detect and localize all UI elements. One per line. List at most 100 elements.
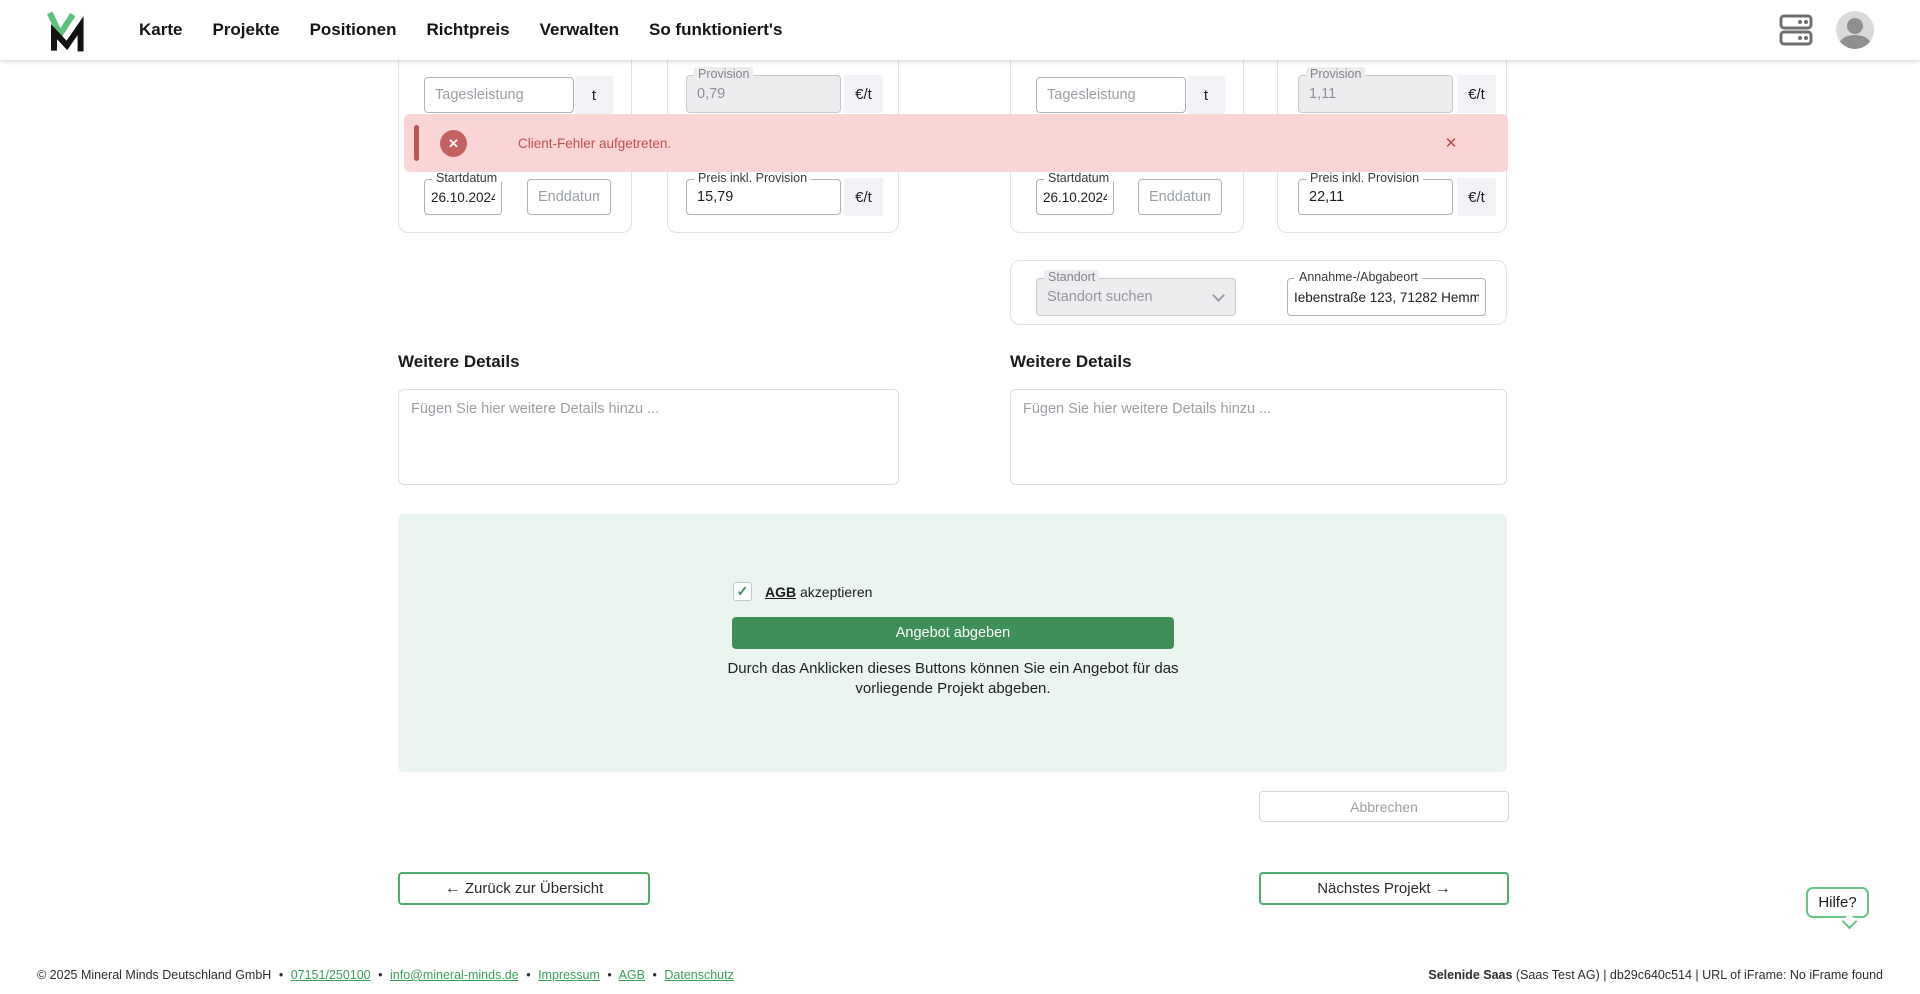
project1-preis-field[interactable]: Preis inkl. Provision bbox=[686, 171, 841, 215]
project1-provision-label: Provision bbox=[694, 67, 754, 81]
footer-app-info: (Saas Test AG) | db29c640c514 | URL of i… bbox=[1512, 968, 1883, 982]
abgabeort-label: Annahme-/Abgabeort bbox=[1295, 270, 1422, 284]
main-nav: Karte Projekte Positionen Richtpreis Ver… bbox=[139, 0, 782, 60]
next-button-label: Nächstes Projekt bbox=[1317, 879, 1431, 897]
nav-item-projekte[interactable]: Projekte bbox=[212, 20, 280, 39]
agb-label: AGB akzeptieren bbox=[765, 584, 872, 600]
footer-link-phone[interactable]: 07151/250100 bbox=[290, 968, 371, 982]
nav-item-karte[interactable]: Karte bbox=[139, 20, 183, 39]
server-stack-icon[interactable] bbox=[1779, 14, 1813, 46]
mineral-minds-logo-icon[interactable] bbox=[42, 6, 90, 54]
project1-startdatum-label: Startdatum bbox=[432, 171, 502, 185]
project2-location-card: Standort Standort suchen Annahme-/Abgabe… bbox=[1010, 260, 1507, 325]
project1-tagesleistung-unit: t bbox=[575, 76, 613, 114]
project1-startdatum-field[interactable]: Startdatum bbox=[424, 171, 502, 215]
avatar-head bbox=[1847, 18, 1863, 34]
agb-label-suffix: akzeptieren bbox=[796, 583, 873, 600]
project2-provision-field: Provision bbox=[1298, 67, 1453, 113]
project2-tagesleistung-unit: t bbox=[1187, 76, 1225, 114]
project1-tagesleistung-field[interactable] bbox=[424, 77, 574, 113]
standort-label: Standort bbox=[1044, 270, 1100, 284]
hilfe-bubble-tail bbox=[1841, 913, 1858, 930]
footer-separator: • bbox=[278, 968, 284, 982]
project2-provision-input bbox=[1299, 76, 1452, 112]
project2-preis-input[interactable] bbox=[1299, 180, 1452, 214]
footer-separator: • bbox=[652, 968, 657, 982]
project1-tagesleistung-input[interactable] bbox=[425, 78, 573, 112]
project1-provision-unit: €/t bbox=[844, 75, 883, 113]
project2-startdatum-input[interactable] bbox=[1037, 180, 1113, 214]
offer-description: Durch das Anklicken dieses Buttons könne… bbox=[702, 659, 1204, 699]
abbrechen-button[interactable]: Abbrechen bbox=[1259, 791, 1509, 822]
project2-provision-label: Provision bbox=[1306, 67, 1366, 81]
naechstes-projekt-button[interactable]: Nächstes Projekt → bbox=[1259, 872, 1509, 905]
hilfe-button-label: Hilfe? bbox=[1818, 894, 1857, 911]
project2-startdatum-label: Startdatum bbox=[1044, 171, 1114, 185]
agb-link[interactable]: AGB bbox=[765, 583, 797, 600]
project1-enddatum-field[interactable] bbox=[527, 179, 611, 215]
alert-accent-bar bbox=[414, 125, 419, 161]
footer-link-agb[interactable]: AGB bbox=[618, 968, 645, 982]
project1-preis-label: Preis inkl. Provision bbox=[694, 171, 812, 185]
footer-separator: • bbox=[607, 968, 612, 982]
project1-provision-input bbox=[687, 76, 840, 112]
avatar-body bbox=[1839, 35, 1871, 49]
angebot-abgeben-button[interactable]: Angebot abgeben bbox=[732, 617, 1174, 649]
arrow-left-icon: ← bbox=[444, 879, 461, 897]
app-header: Karte Projekte Positionen Richtpreis Ver… bbox=[0, 0, 1920, 60]
footer-copyright: © 2025 Mineral Minds Deutschland GmbH bbox=[37, 968, 272, 982]
nav-item-so-funktionierts[interactable]: So funktioniert's bbox=[648, 20, 783, 39]
error-alert-banner: ✕ Client-Fehler aufgetreten. ✕ bbox=[404, 114, 1508, 172]
project1-startdatum-input[interactable] bbox=[425, 180, 501, 214]
project2-details-heading: Weitere Details bbox=[1010, 352, 1132, 371]
close-icon[interactable]: ✕ bbox=[1444, 135, 1458, 152]
standort-placeholder: Standort suchen bbox=[1047, 289, 1153, 305]
footer-link-impressum[interactable]: Impressum bbox=[538, 968, 600, 982]
footer-right: Selenide Saas (Saas Test AG) | db29c640c… bbox=[1428, 968, 1883, 982]
arrow-right-icon: → bbox=[1434, 879, 1451, 897]
offer-panel: ✓ AGB akzeptieren Angebot abgeben Durch … bbox=[398, 514, 1507, 772]
offer-description-line1: Durch das Anklicken dieses Buttons könne… bbox=[727, 660, 1179, 677]
project1-details-heading: Weitere Details bbox=[398, 352, 520, 371]
page-footer: © 2025 Mineral Minds Deutschland GmbH • … bbox=[0, 960, 1920, 994]
project2-enddatum-input[interactable] bbox=[1139, 180, 1221, 214]
project1-provision-field: Provision bbox=[686, 67, 841, 113]
error-icon: ✕ bbox=[440, 130, 467, 157]
agb-row: ✓ AGB akzeptieren bbox=[733, 582, 872, 601]
footer-link-email[interactable]: info@mineral-minds.de bbox=[390, 968, 519, 982]
footer-left: © 2025 Mineral Minds Deutschland GmbH • … bbox=[37, 968, 734, 982]
project1-preis-input[interactable] bbox=[687, 180, 840, 214]
nav-item-richtpreis[interactable]: Richtpreis bbox=[426, 20, 510, 39]
abgabeort-input[interactable] bbox=[1288, 279, 1485, 315]
project1-details-textarea[interactable] bbox=[398, 389, 899, 485]
user-avatar-icon[interactable] bbox=[1836, 11, 1874, 49]
project2-preis-unit: €/t bbox=[1457, 178, 1496, 216]
alert-message: Client-Fehler aufgetreten. bbox=[518, 135, 672, 151]
offer-description-line2: vorliegende Projekt abgeben. bbox=[855, 680, 1051, 697]
project2-preis-field[interactable]: Preis inkl. Provision bbox=[1298, 171, 1453, 215]
standort-select: Standort Standort suchen bbox=[1036, 270, 1236, 316]
check-icon: ✓ bbox=[736, 583, 749, 599]
project2-details-textarea[interactable] bbox=[1010, 389, 1507, 485]
project2-tagesleistung-input[interactable] bbox=[1037, 78, 1185, 112]
project2-enddatum-field[interactable] bbox=[1138, 179, 1222, 215]
footer-separator: • bbox=[526, 968, 531, 982]
project2-startdatum-field[interactable]: Startdatum bbox=[1036, 171, 1114, 215]
abgabeort-field[interactable]: Annahme-/Abgabeort bbox=[1287, 270, 1486, 316]
zurueck-zur-uebersicht-button[interactable]: ← Zurück zur Übersicht bbox=[398, 872, 650, 905]
chevron-down-icon bbox=[1212, 289, 1225, 302]
nav-item-positionen[interactable]: Positionen bbox=[309, 20, 397, 39]
project1-preis-unit: €/t bbox=[844, 178, 883, 216]
project1-enddatum-input[interactable] bbox=[528, 180, 610, 214]
footer-link-datenschutz[interactable]: Datenschutz bbox=[664, 968, 734, 982]
hilfe-button[interactable]: Hilfe? bbox=[1806, 887, 1869, 930]
project2-tagesleistung-field[interactable] bbox=[1036, 77, 1186, 113]
nav-item-verwalten[interactable]: Verwalten bbox=[539, 20, 619, 39]
footer-separator: • bbox=[378, 968, 383, 982]
project2-preis-label: Preis inkl. Provision bbox=[1306, 171, 1424, 185]
agb-checkbox[interactable]: ✓ bbox=[733, 582, 752, 601]
back-button-label: Zurück zur Übersicht bbox=[464, 879, 604, 897]
footer-app-name: Selenide Saas bbox=[1428, 968, 1513, 982]
project2-provision-unit: €/t bbox=[1457, 75, 1496, 113]
